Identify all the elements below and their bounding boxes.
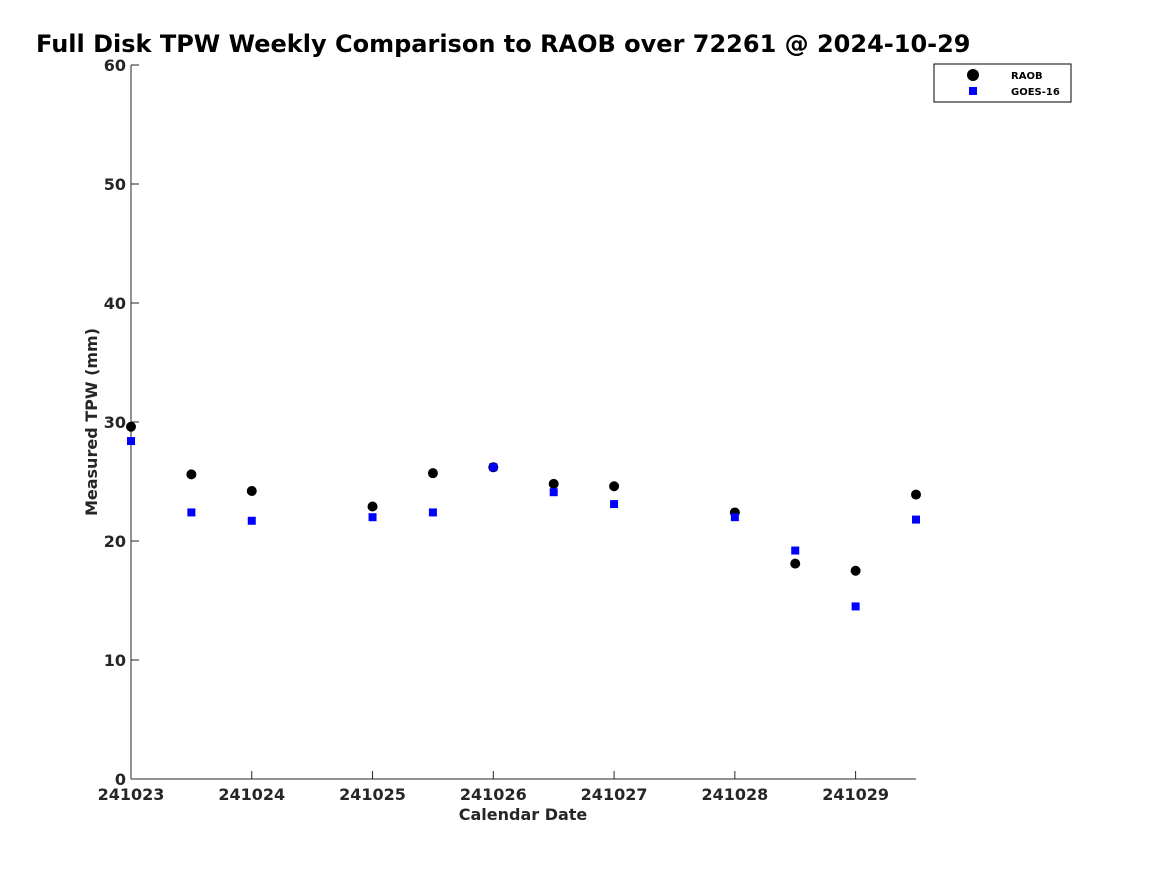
y-tick-label: 40 (104, 294, 126, 313)
y-tick-label: 20 (104, 532, 126, 551)
legend-marker-raob (967, 69, 979, 81)
goes-16-point (368, 513, 377, 522)
raob-point (186, 469, 197, 480)
x-tick-label: 241029 (822, 785, 889, 804)
goes-16-point (489, 463, 498, 472)
raob-point (246, 486, 257, 497)
y-tick-label: 60 (104, 56, 126, 75)
raob-point (126, 421, 136, 432)
y-tick-label: 10 (104, 651, 126, 670)
goes-16-point (247, 516, 256, 525)
goes-16-point (610, 500, 619, 509)
raob-point (790, 558, 801, 569)
x-tick-label: 241025 (339, 785, 406, 804)
legend-marker-goes-16 (969, 87, 977, 95)
x-axis-label: Calendar Date (459, 805, 588, 824)
goes-16-point (791, 546, 800, 555)
goes-16-point (730, 513, 739, 522)
raob-point (427, 468, 438, 479)
legend-label-raob: RAOB (1011, 71, 1043, 82)
goes-16-point (428, 508, 437, 517)
raob-point (911, 489, 921, 500)
plot-area: 0 10 20 30 40 50 60 241023 241024 241025 241026 241… (98, 56, 921, 804)
legend-box (933, 63, 1072, 103)
y-tick-label: 0 (115, 770, 126, 789)
y-tick-label: 50 (104, 175, 126, 194)
x-tick-label: 241028 (701, 785, 768, 804)
raob-point (850, 565, 861, 576)
x-tick-label: 241027 (581, 785, 648, 804)
x-tick-label: 241023 (98, 785, 165, 804)
chart-title: Full Disk TPW Weekly Comparison to RAOB … (36, 30, 971, 58)
y-tick-label: 30 (104, 413, 126, 432)
raob-point (609, 481, 620, 492)
x-tick-label: 241026 (460, 785, 527, 804)
y-axis-label: Measured TPW (mm) (82, 328, 101, 516)
goes-16-point (912, 515, 920, 524)
raob-point (548, 478, 559, 489)
legend-label-goes-16: GOES-16 (1011, 87, 1060, 98)
goes-16-point (127, 437, 135, 446)
goes-16-point (851, 602, 860, 611)
x-tick-label: 241024 (218, 785, 285, 804)
goes-16-point (549, 488, 558, 497)
raob-point (367, 501, 378, 512)
legend: RAOB GOES-16 (933, 63, 1072, 103)
goes-16-point (187, 508, 196, 517)
